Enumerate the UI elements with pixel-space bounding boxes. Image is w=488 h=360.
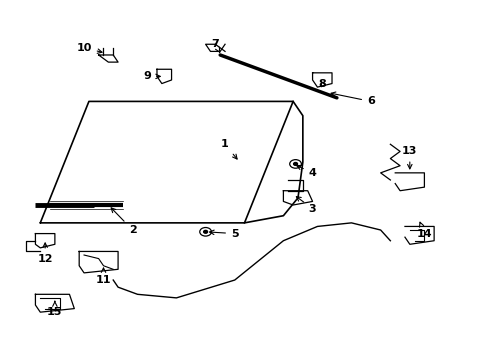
Text: 8: 8 — [318, 78, 325, 89]
Text: 6: 6 — [330, 92, 374, 107]
Text: 10: 10 — [76, 43, 102, 53]
Text: 14: 14 — [416, 222, 431, 239]
Text: 1: 1 — [221, 139, 237, 159]
Text: 2: 2 — [111, 208, 136, 235]
Text: 5: 5 — [209, 229, 238, 239]
Text: 13: 13 — [401, 147, 417, 169]
Text: 4: 4 — [296, 166, 316, 178]
Circle shape — [203, 230, 207, 233]
Text: 11: 11 — [96, 268, 111, 285]
Circle shape — [293, 162, 297, 165]
Text: 9: 9 — [143, 71, 160, 81]
Text: 12: 12 — [37, 243, 53, 264]
Text: 15: 15 — [47, 301, 62, 317]
Text: 3: 3 — [296, 197, 316, 213]
Text: 7: 7 — [211, 39, 219, 52]
